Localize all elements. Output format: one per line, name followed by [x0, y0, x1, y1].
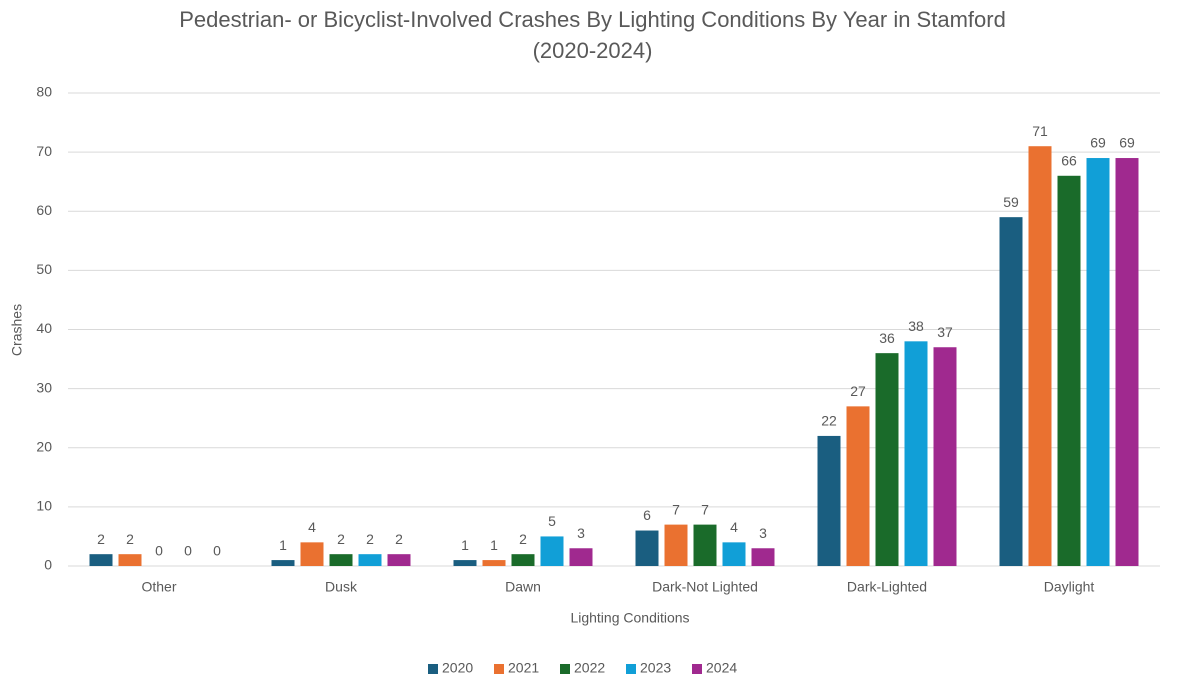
- bar: [453, 560, 477, 566]
- bar: [904, 341, 928, 566]
- data-label: 2: [337, 531, 345, 547]
- legend-label: 2024: [706, 660, 737, 676]
- bar: [1057, 175, 1081, 566]
- y-tick-label: 80: [36, 84, 52, 100]
- data-label: 2: [395, 531, 403, 547]
- y-tick-label: 30: [36, 379, 52, 395]
- bar: [1086, 158, 1110, 566]
- bar: [358, 554, 382, 566]
- data-label: 1: [490, 537, 498, 553]
- data-label: 5: [548, 513, 556, 529]
- bar: [569, 548, 593, 566]
- y-tick-label: 40: [36, 320, 52, 336]
- data-label: 6: [643, 507, 651, 523]
- x-tick-label: Other: [141, 579, 176, 595]
- data-label: 2: [366, 531, 374, 547]
- bar: [999, 217, 1023, 566]
- x-tick-label: Dusk: [325, 579, 358, 595]
- x-tick-label: Daylight: [1044, 579, 1095, 595]
- y-tick-label: 60: [36, 202, 52, 218]
- data-label: 7: [672, 501, 680, 517]
- legend-label: 2023: [640, 660, 671, 676]
- chart-title: Pedestrian- or Bicyclist-Involved Crashe…: [179, 7, 1006, 63]
- data-label: 0: [155, 543, 163, 559]
- legend-label: 2020: [442, 660, 473, 676]
- bar: [271, 560, 295, 566]
- x-tick-label: Dark-Lighted: [847, 579, 927, 595]
- data-label: 0: [213, 543, 221, 559]
- x-axis-label: Lighting Conditions: [570, 610, 689, 626]
- bar: [751, 548, 775, 566]
- y-tick-label: 70: [36, 143, 52, 159]
- data-label: 69: [1090, 135, 1106, 151]
- legend-label: 2021: [508, 660, 539, 676]
- y-axis-label: Crashes: [9, 304, 25, 356]
- data-label: 66: [1061, 152, 1077, 168]
- data-label: 1: [461, 537, 469, 553]
- data-label: 3: [577, 525, 585, 541]
- y-tick-label: 10: [36, 498, 52, 514]
- bar: [693, 524, 717, 566]
- legend-swatch: [560, 664, 570, 674]
- bar: [933, 347, 957, 566]
- data-label: 0: [184, 543, 192, 559]
- bar: [817, 435, 841, 566]
- legend-swatch: [626, 664, 636, 674]
- data-label: 38: [908, 318, 924, 334]
- bar: [540, 536, 564, 566]
- data-label: 2: [126, 531, 134, 547]
- x-tick-label: Dawn: [505, 579, 541, 595]
- bar: [875, 353, 899, 566]
- data-label: 2: [97, 531, 105, 547]
- bar: [329, 554, 353, 566]
- data-label: 3: [759, 525, 767, 541]
- bar: [1115, 158, 1139, 566]
- bar: [1028, 146, 1052, 566]
- bar: [846, 406, 870, 566]
- data-label: 69: [1119, 135, 1135, 151]
- data-label: 1: [279, 537, 287, 553]
- data-label: 71: [1032, 123, 1048, 139]
- data-label: 7: [701, 501, 709, 517]
- data-label: 4: [730, 519, 738, 535]
- y-tick-label: 0: [44, 557, 52, 573]
- legend-label: 2022: [574, 660, 605, 676]
- data-label: 2: [519, 531, 527, 547]
- bar: [635, 530, 659, 566]
- data-label: 59: [1003, 194, 1019, 210]
- bar: [722, 542, 746, 566]
- data-label: 36: [879, 330, 895, 346]
- bar: [664, 524, 688, 566]
- bar: [89, 554, 113, 566]
- y-tick-label: 20: [36, 438, 52, 454]
- x-tick-label: Dark-Not Lighted: [652, 579, 758, 595]
- y-tick-label: 50: [36, 261, 52, 277]
- legend-swatch: [494, 664, 504, 674]
- bar: [511, 554, 535, 566]
- legend-swatch: [428, 664, 438, 674]
- data-label: 4: [308, 519, 316, 535]
- data-label: 37: [937, 324, 953, 340]
- bar: [300, 542, 324, 566]
- data-label: 22: [821, 413, 837, 429]
- data-label: 27: [850, 383, 866, 399]
- bar: [387, 554, 411, 566]
- bar: [118, 554, 142, 566]
- bar: [482, 560, 506, 566]
- legend-swatch: [692, 664, 702, 674]
